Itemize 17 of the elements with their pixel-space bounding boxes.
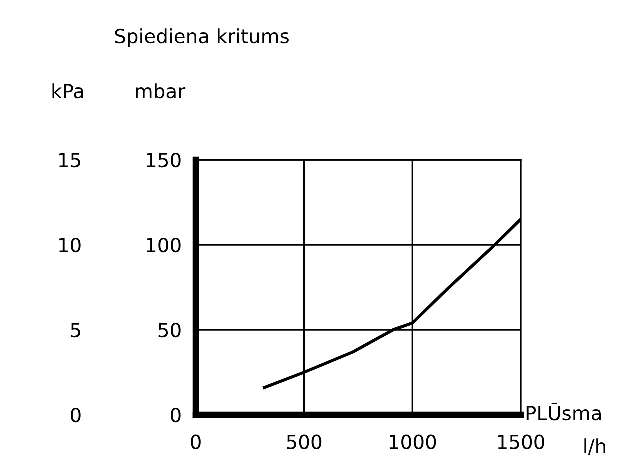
x-tick-label: 1500 [498,434,544,450]
y2-axis-title: kPa [52,84,84,99]
x-tick-label: 500 [287,434,322,450]
text: l/h [584,438,606,456]
y-tick-label: 50 [158,322,181,338]
chart-title: Spiediena kritums [115,28,289,48]
x-axis-title: PLŪsma [526,402,602,421]
y2-tick-label: 15 [60,153,80,168]
x-tick-label: 0 [191,434,201,450]
y2-tick-label: 0 [71,408,81,423]
y-tick-label: 0 [171,408,181,423]
y2-tick-label: 10 [60,238,81,253]
y-tick-label: 150 [147,152,181,168]
y-tick-label: 100 [147,238,181,253]
x-tick-label: 1000 [390,434,436,450]
y-axis-title: mbar [136,84,186,99]
y2-tick-label: 5 [71,323,80,338]
